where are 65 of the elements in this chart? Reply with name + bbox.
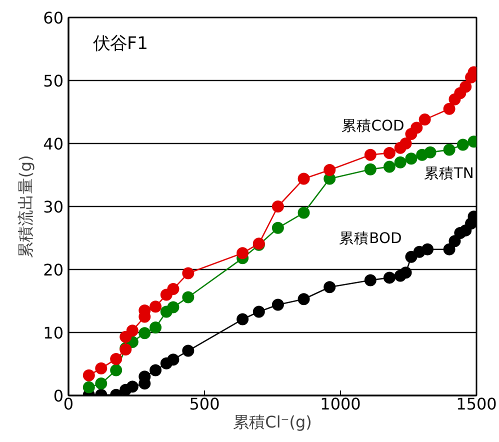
point <box>364 274 376 286</box>
y-tick-label: 60 <box>43 8 64 28</box>
point <box>298 206 310 219</box>
point <box>298 172 310 185</box>
y-tick-label: 40 <box>43 134 64 154</box>
point <box>298 293 310 306</box>
point <box>410 122 423 134</box>
point <box>400 138 412 150</box>
point <box>405 152 418 165</box>
point <box>110 364 122 376</box>
point <box>400 266 412 279</box>
y-tick-label: 30 <box>43 198 64 216</box>
series-label: 累積COD <box>341 117 404 134</box>
point <box>383 160 396 173</box>
point <box>443 102 456 115</box>
series-label: 累積BOD <box>339 230 402 248</box>
point <box>324 164 336 176</box>
point <box>422 243 434 256</box>
y-tick-label: 50 <box>43 72 64 90</box>
text: 伏谷F1 <box>92 34 148 54</box>
point <box>95 378 108 390</box>
point <box>405 250 418 263</box>
point <box>126 324 138 337</box>
point <box>167 354 180 366</box>
point <box>182 291 194 304</box>
point <box>324 281 336 294</box>
point <box>460 80 472 93</box>
point <box>443 243 456 256</box>
point <box>252 306 265 318</box>
point <box>138 327 151 340</box>
x-tick-label: 500 <box>189 394 220 414</box>
point <box>272 200 284 212</box>
point <box>424 146 436 158</box>
point <box>448 235 461 248</box>
point <box>110 352 122 365</box>
y-tick-label: 10 <box>43 324 64 342</box>
series-label: 累積TN <box>424 165 474 182</box>
point <box>443 144 456 156</box>
point <box>82 381 95 394</box>
point <box>150 321 162 334</box>
point <box>236 247 249 260</box>
point <box>383 146 396 159</box>
point <box>167 301 180 314</box>
x-axis-title: 累積Cl⁻(g) <box>233 412 312 432</box>
point <box>364 148 376 161</box>
point <box>182 267 194 280</box>
point <box>272 298 284 311</box>
point <box>95 362 108 374</box>
point <box>272 222 284 234</box>
point <box>364 163 376 176</box>
y-axis-title: 累積流出量(g) <box>16 155 36 258</box>
y-tick-label: 20 <box>43 260 64 280</box>
point <box>150 364 162 376</box>
point <box>182 344 194 357</box>
point <box>394 156 406 168</box>
point <box>418 114 431 126</box>
point <box>150 300 162 313</box>
point <box>126 380 138 393</box>
x-tick-label: 1500 <box>456 394 497 414</box>
point <box>383 272 396 284</box>
point <box>82 369 95 382</box>
point <box>167 283 180 296</box>
point <box>236 313 249 326</box>
point <box>456 138 469 151</box>
x-tick-label: 1000 <box>320 394 361 414</box>
